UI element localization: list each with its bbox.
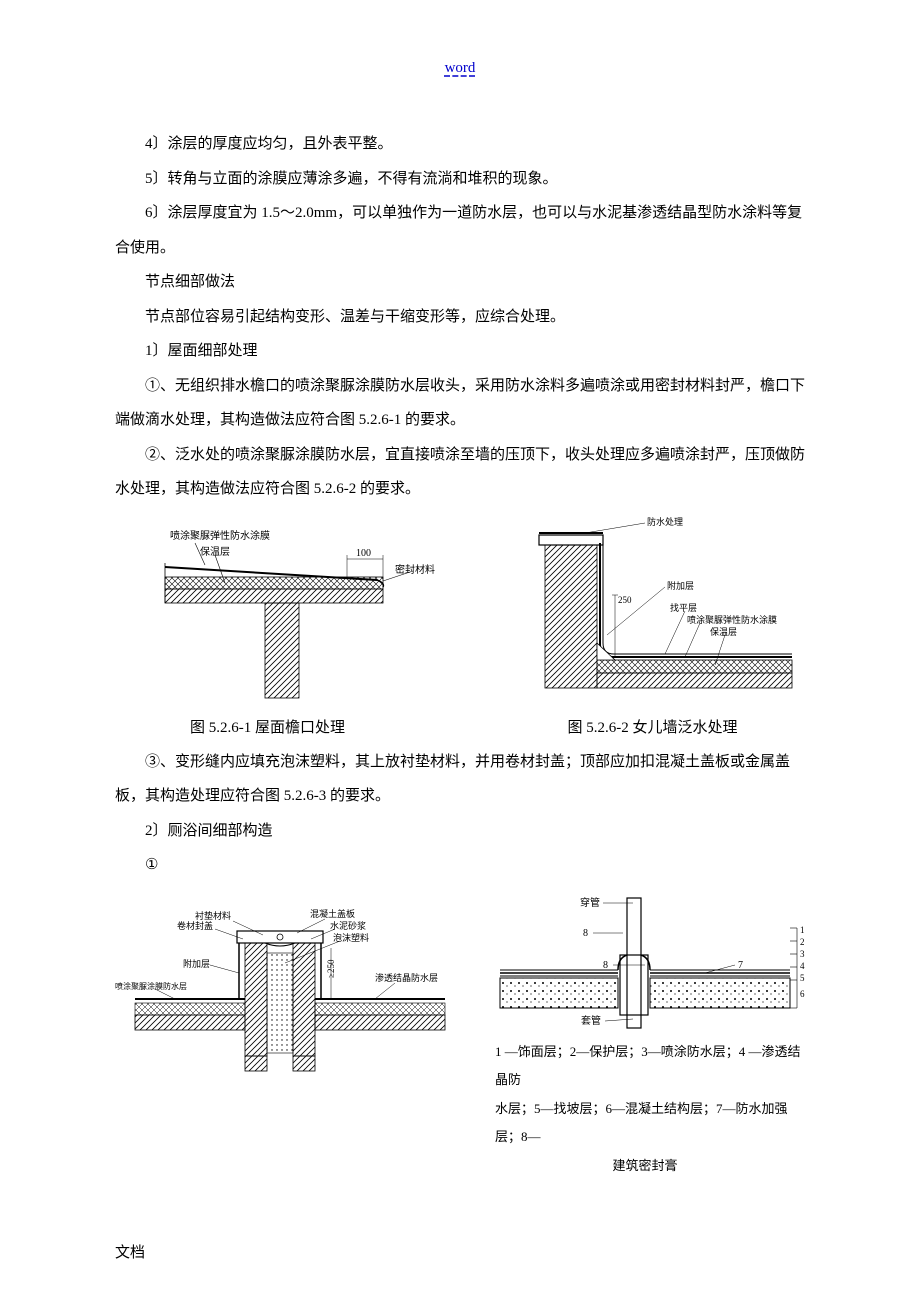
para-item3: ③、变形缝内应填充泡沫塑料，其上放衬垫材料，并用卷材封盖；顶部应加扣混凝土盖板或… <box>115 745 805 814</box>
caption-fig1: 图 5.2.6-1 屋面檐口处理 <box>115 716 420 737</box>
label-sealant: 密封材料 <box>395 563 435 576</box>
figure-caption-row-1: 图 5.2.6-1 屋面檐口处理 图 5.2.6-2 女儿墙泛水处理 <box>115 716 805 737</box>
num-5: 5 <box>800 973 805 983</box>
header-link-text[interactable]: word <box>445 60 476 76</box>
label-crystal: 渗透结晶防水层 <box>375 972 438 983</box>
num-1: 1 <box>800 925 805 935</box>
num-3: 3 <box>800 949 805 959</box>
figure-row-2: ≥250 衬垫材料 卷材封盖 附加层 喷涂聚脲涂膜防水层 混凝土盖板 水泥砂浆 … <box>115 893 805 1181</box>
label-insulation: 保温层 <box>200 545 230 558</box>
label-pipe: 穿管 <box>580 896 600 909</box>
para-sub1: 1〕屋面细部处理 <box>115 334 805 369</box>
label-sleeve: 套管 <box>581 1014 601 1027</box>
label-add3: 附加层 <box>183 958 210 969</box>
num-8b: 8 <box>603 960 608 971</box>
para-5: 5〕转角与立面的涂膜应薄涂多遍，不得有流淌和堆积的现象。 <box>115 162 805 197</box>
label-level: 找平层 <box>670 602 697 613</box>
figure-5-2-6-2: 250 防水处理 附加层 找平层 喷涂聚脲弹性防水涂膜 保温层 <box>515 515 805 710</box>
label-add: 附加层 <box>667 580 694 591</box>
para-section-desc: 节点部位容易引起结构变形、温差与干缩变形等，应综合处理。 <box>115 300 805 335</box>
figure-4-and-legend: 穿管 8 8 套管 7 1 2 3 4 <box>485 893 805 1181</box>
para-4: 4〕涂层的厚度应均匀，且外表平整。 <box>115 127 805 162</box>
label-insulation2: 保温层 <box>710 626 737 637</box>
diagram-parapet-icon: 250 防水处理 附加层 找平层 喷涂聚脲弹性防水涂膜 保温层 <box>515 515 805 705</box>
num-2: 2 <box>800 937 805 947</box>
para-item2: ②、泛水处的喷涂聚脲涂膜防水层，宜直接喷涂至墙的压顶下，收头处理应多遍喷涂封严，… <box>115 438 805 507</box>
diagram-expansion-joint-icon: ≥250 衬垫材料 卷材封盖 附加层 喷涂聚脲涂膜防水层 混凝土盖板 水泥砂浆 … <box>115 893 465 1073</box>
diagram-pipe-icon: 穿管 8 8 套管 7 1 2 3 4 <box>485 893 805 1033</box>
para-item-circle1: ① <box>115 848 805 883</box>
label-waterproof: 防水处理 <box>647 516 683 527</box>
para-6: 6〕涂层厚度宜为 1.5～2.0mm，可以单独作为一道防水层，也可以与水泥基渗透… <box>115 196 805 265</box>
para-item1: ①、无组织排水檐口的喷涂聚脲涂膜防水层收头，采用防水涂料多遍喷涂或用密封材料封严… <box>115 369 805 438</box>
figure-5-2-6-1: 100 喷涂聚脲弹性防水涂膜 保温层 密封材料 <box>115 515 445 710</box>
diagram-eaves-icon: 100 喷涂聚脲弹性防水涂膜 保温层 密封材料 <box>115 515 445 705</box>
figure-pipe-penetration: 穿管 8 8 套管 7 1 2 3 4 <box>485 893 805 1038</box>
label-cover: 混凝土盖板 <box>310 908 355 919</box>
label-membrane3: 喷涂聚脲涂膜防水层 <box>115 981 187 991</box>
num-7: 7 <box>738 960 743 971</box>
num-4: 4 <box>800 961 805 971</box>
para-section-title: 节点细部做法 <box>115 265 805 300</box>
num-8a: 8 <box>583 928 588 939</box>
label-membrane2: 喷涂聚脲弹性防水涂膜 <box>687 614 777 625</box>
figure-row-1: 100 喷涂聚脲弹性防水涂膜 保温层 密封材料 <box>115 515 805 710</box>
legend-line1: 1 —饰面层；2—保护层；3—喷涂防水层；4 —渗透结晶防 <box>495 1038 805 1095</box>
legend-line2: 水层；5—找坡层；6—混凝土结构层；7—防水加强层；8— <box>495 1095 805 1152</box>
dim-ge250: ≥250 <box>326 959 336 978</box>
label-foam: 泡沫塑料 <box>333 932 369 943</box>
figure-5-2-6-3: ≥250 衬垫材料 卷材封盖 附加层 喷涂聚脲涂膜防水层 混凝土盖板 水泥砂浆 … <box>115 893 465 1181</box>
label-membrane: 喷涂聚脲弹性防水涂膜 <box>170 529 270 542</box>
num-6: 6 <box>800 989 805 999</box>
dim-100: 100 <box>356 548 371 559</box>
label-roll: 卷材封盖 <box>177 920 213 931</box>
dim-250: 250 <box>618 595 632 605</box>
footer-text: 文档 <box>115 1241 145 1262</box>
label-lining: 衬垫材料 <box>195 910 231 921</box>
caption-fig2: 图 5.2.6-2 女儿墙泛水处理 <box>420 716 805 737</box>
header-link: word <box>115 60 805 77</box>
para-sub2: 2〕厕浴间细部构造 <box>115 814 805 849</box>
label-mortar: 水泥砂浆 <box>330 920 366 931</box>
legend-line3: 建筑密封膏 <box>485 1152 805 1181</box>
